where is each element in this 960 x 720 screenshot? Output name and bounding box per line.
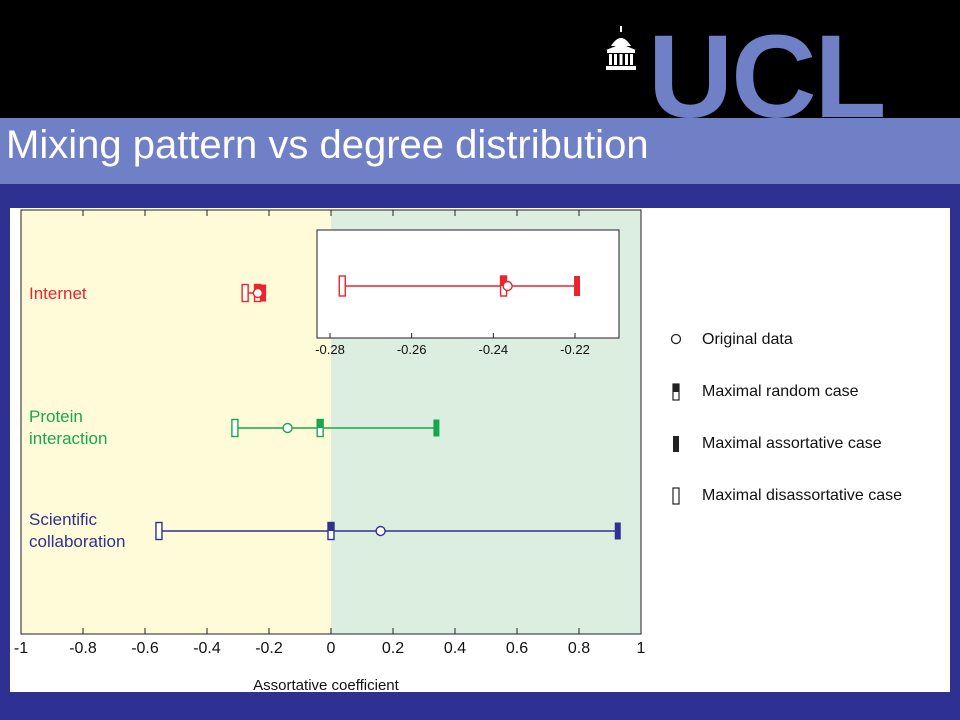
series-internet-disassortative-marker: [241, 283, 249, 303]
inset-tick-label: -0.22: [560, 342, 590, 357]
series-protein-interaction-original-marker: [282, 422, 293, 434]
x-tick-label: 0: [327, 640, 336, 657]
x-tick-label: 0.4: [444, 640, 466, 657]
legend-disassortative-label: Maximal disassortative case: [702, 487, 902, 504]
inset-frame: [316, 229, 620, 339]
chart-figure: -1 -0.8 -0.6 -0.4 -0.2 0 0.2 0.4 0.6 0.8 1 Assortat…: [10, 208, 950, 692]
series-scientific-collaboration-assortative-marker: [614, 522, 621, 540]
legend-disassortative-marker: [672, 487, 680, 505]
chart-region-negative: [21, 210, 331, 634]
legend-random-marker-fill: [673, 384, 679, 392]
series-protein-interaction-assortative-marker: [433, 419, 440, 437]
x-tick-label: 0.6: [506, 640, 528, 657]
legend-assortative-label: Maximal assortative case: [702, 435, 882, 452]
x-axis-label: Assortative coefficient: [253, 677, 399, 692]
slide-title: Mixing pattern vs degree distribution: [6, 123, 649, 167]
x-tick-label: 0.2: [382, 640, 404, 657]
legend-original-label: Original data: [702, 331, 793, 348]
legend-original-marker: [670, 333, 682, 345]
series-label-internet: Internet: [29, 284, 87, 303]
x-tick-label: -0.8: [69, 640, 97, 657]
series-protein-interaction-random-marker-fill: [317, 419, 324, 428]
x-tick-label: -1: [14, 640, 28, 657]
x-tick-label: 1: [637, 640, 646, 657]
header-bar: [0, 0, 960, 118]
series-label-protein-interaction: Protein interaction: [29, 407, 107, 448]
ucl-logo: UCL: [648, 11, 887, 143]
series-protein-interaction-disassortative-marker: [231, 418, 239, 438]
series-internet-assortative-marker: [260, 284, 267, 302]
legend-random-label: Maximal random case: [702, 383, 859, 400]
legend-assortative-marker: [673, 436, 679, 452]
inset-internet-original-marker: [502, 280, 513, 292]
x-tick-label: 0.8: [568, 640, 590, 657]
series-scientific-collaboration-disassortative-marker: [155, 521, 163, 541]
inset-tick-label: -0.24: [479, 342, 509, 357]
inset-tick-label: -0.28: [315, 342, 345, 357]
inset-internet-disassortative-marker: [338, 275, 346, 297]
inset-internet-assortative-marker: [574, 276, 581, 296]
inset-internet-random-marker-fill: [500, 276, 507, 286]
title-bar: [0, 118, 960, 184]
series-scientific-collaboration-original-marker: [375, 525, 386, 537]
x-tick-label: -0.2: [255, 640, 283, 657]
inset-tick-label: -0.26: [397, 342, 427, 357]
assortativity-chart: -1 -0.8 -0.6 -0.4 -0.2 0 0.2 0.4 0.6 0.8 1 Assortat…: [14, 209, 902, 692]
ucl-portico-icon: [606, 26, 636, 70]
x-tick-label: -0.6: [131, 640, 159, 657]
series-scientific-collaboration-random-marker-fill: [328, 522, 334, 531]
x-tick-label: -0.4: [193, 640, 221, 657]
series-label-scientific-collaboration: Scientific collaboration: [29, 510, 125, 551]
series-internet-original-marker: [252, 287, 264, 299]
